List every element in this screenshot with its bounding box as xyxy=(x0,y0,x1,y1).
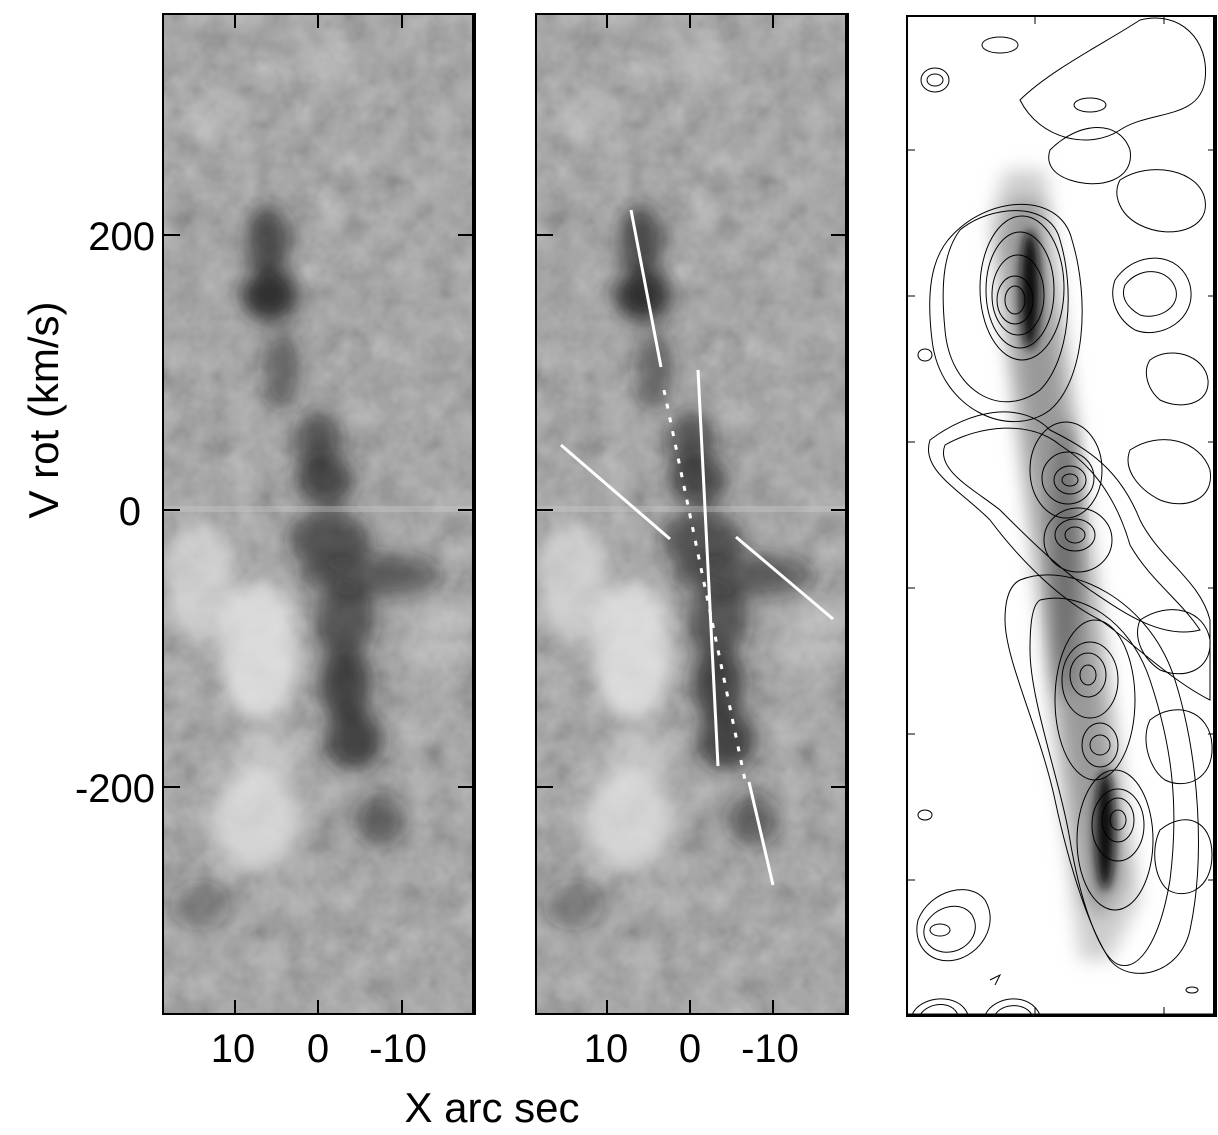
x-tick-label-minus-10-panel-1: -10 xyxy=(369,1027,427,1071)
panel-3-ticks xyxy=(907,16,1216,1015)
x-tick-label-10-panel-1: 10 xyxy=(211,1027,256,1071)
y-tick-label-200: 200 xyxy=(88,215,155,259)
x-tick-label-10-panel-2: 10 xyxy=(584,1027,629,1071)
x-axis-label: X arc sec xyxy=(404,1084,579,1131)
line-dotted-rotation xyxy=(662,389,747,781)
pv-model-contours xyxy=(911,17,1213,1016)
line-upper-segment xyxy=(629,209,663,368)
panel-1 xyxy=(162,13,476,1015)
line-left-diagonal xyxy=(560,443,671,541)
x-tick-label-minus-10-panel-2: -10 xyxy=(741,1027,799,1071)
pv-diagram-annotated-image xyxy=(536,14,848,1014)
line-steep xyxy=(696,369,720,767)
y-axis-label: V rot (km/s) xyxy=(20,302,67,519)
line-lower-segment xyxy=(747,781,775,886)
y-tick-label-minus-200: -200 xyxy=(75,767,155,811)
panel-1-ticks xyxy=(163,14,475,1014)
annotation-lines xyxy=(560,209,834,886)
y-tick-label-0: 0 xyxy=(119,490,141,534)
panel-2-ticks xyxy=(536,14,848,1014)
panel-2 xyxy=(535,13,849,1015)
x-tick-label-0-panel-1: 0 xyxy=(307,1027,329,1071)
pv-diagram-raw-image xyxy=(163,14,475,1014)
x-tick-label-0-panel-2: 0 xyxy=(679,1027,701,1071)
panel-3 xyxy=(906,15,1217,1017)
line-right-diagonal xyxy=(735,535,834,621)
